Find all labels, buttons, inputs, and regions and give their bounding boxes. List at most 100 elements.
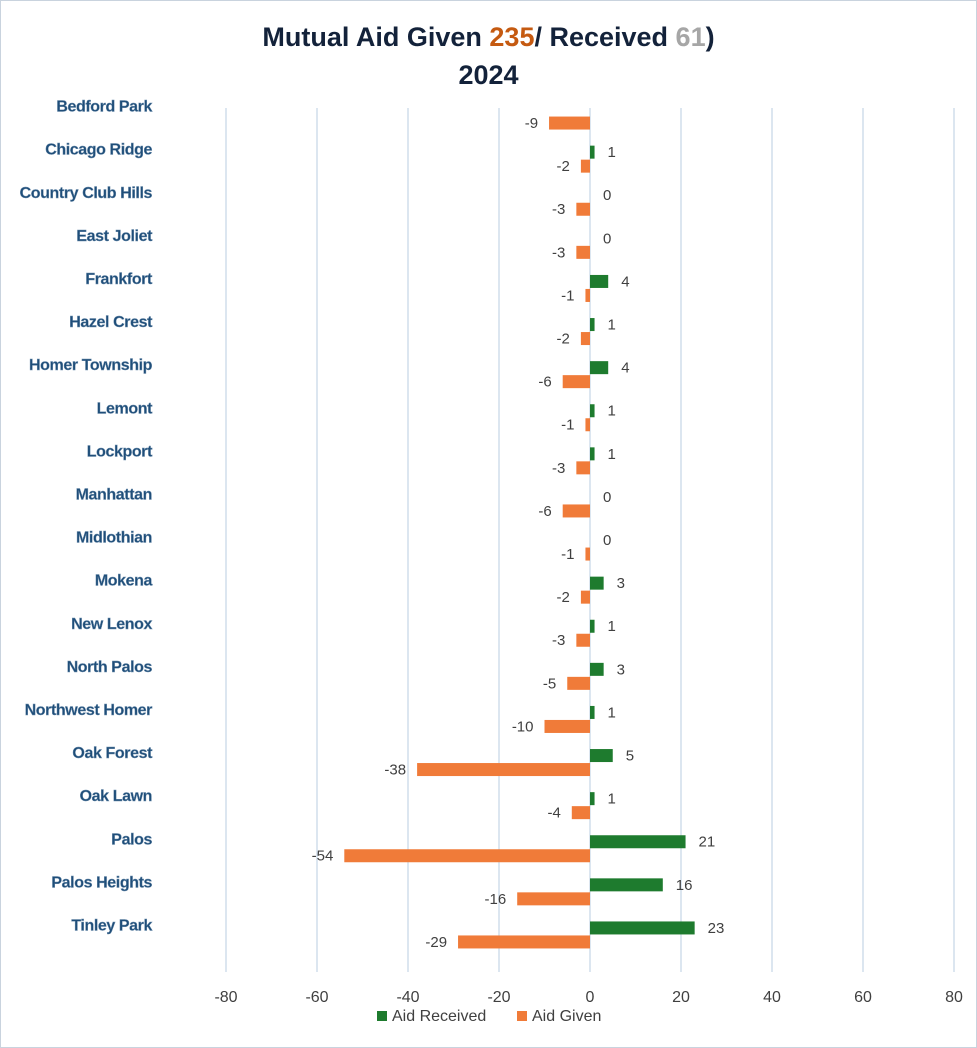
data-label-aid-received: 1 [608,704,616,721]
data-label-aid-given: -2 [557,331,570,348]
title-close-paren: ) [705,22,715,52]
x-axis-ticks: -80 -60 -40 -20 0 20 40 60 80 [214,989,963,1006]
data-label-aid-received: 0 [603,489,611,506]
x-tick-label: -80 [214,989,237,1006]
bar-aid-received [590,749,613,763]
category-label: New Lenox [71,616,152,633]
data-label-aid-given: -3 [552,460,565,477]
data-label-aid-given: -4 [547,805,560,822]
bar-aid-received [590,447,595,461]
bar-aid-received [590,705,595,719]
data-label-aid-received: 1 [608,618,616,635]
category-label: Country Club Hills [20,185,153,202]
data-label-aid-received: 0 [603,230,611,247]
x-tick-label: -20 [487,989,510,1006]
data-label-aid-received: 4 [621,273,629,290]
category-label: Palos Heights [51,874,152,891]
bar-aid-received [590,318,595,332]
bar-aid-given [576,202,590,216]
category-label: Homer Township [29,357,153,374]
bar-aid-received [590,878,663,892]
bar-aid-given [344,849,590,863]
data-label-aid-given: -2 [557,158,570,175]
bar-aid-given [562,375,590,389]
data-label-aid-given: -6 [538,374,551,391]
x-tick-label: 80 [945,989,963,1006]
bar-aid-given [576,461,590,475]
x-tick-label: 40 [763,989,781,1006]
bar-aid-given [576,633,590,647]
bar-aid-received [590,145,595,159]
data-label-aid-given: -6 [538,503,551,520]
data-label-aid-received: 1 [608,317,616,334]
x-tick-label: 60 [854,989,872,1006]
category-label: Northwest Homer [25,702,153,719]
data-label-aid-received: 1 [608,446,616,463]
category-label: Manhattan [76,486,152,503]
data-label-aid-received: 16 [676,877,693,894]
title-text-received: / Received [534,22,676,52]
data-label-aid-received: 3 [617,661,625,678]
x-tick-label: -40 [396,989,419,1006]
data-label-aid-given: -9 [525,115,538,132]
category-label: Lockport [87,443,153,460]
bar-aid-given [585,288,590,302]
data-label-aid-given: -5 [543,675,556,692]
bar-aid-given [580,332,590,346]
data-label-aid-given: -3 [552,632,565,649]
category-label: Frankfort [85,271,153,288]
bar-aid-received [590,576,604,590]
category-label: Hazel Crest [69,314,153,331]
data-label-aid-given: -54 [312,848,334,865]
bar-aid-received [590,921,695,935]
title-line-1: Mutual Aid Given 235/ Received 61) [0,18,977,56]
bar-aid-received [590,835,686,849]
bar-aid-given [571,806,590,820]
category-label: North Palos [67,659,153,676]
bar-aid-given [585,547,590,561]
bar-aid-received [590,274,609,288]
category-label: Oak Lawn [80,788,152,805]
data-label-aid-given: -1 [561,417,574,434]
legend-aid-given-swatch [517,1011,527,1021]
x-tick-label: 20 [672,989,690,1006]
data-label-aid-received: 1 [608,144,616,161]
legend-aid-received-swatch [377,1011,387,1021]
bar-aid-received [590,361,609,375]
data-label-aid-received: 5 [626,748,634,765]
bar-aid-given [562,504,590,518]
category-label: Lemont [97,400,153,417]
data-label-aid-given: -3 [552,201,565,218]
category-label: Midlothian [76,530,152,547]
category-label: Bedford Park [56,99,152,116]
bar-aid-received [590,404,595,418]
data-label-aid-given: -38 [384,762,406,779]
legend-aid-given: Aid Given [517,1008,601,1025]
bar-aid-received [590,662,604,676]
data-label-aid-received: 1 [608,791,616,808]
legend-aid-received-label: Aid Received [392,1008,486,1025]
bar-aid-given [417,763,590,777]
data-label-aid-given: -29 [425,934,447,951]
data-label-aid-received: 0 [603,187,611,204]
data-label-aid-given: -1 [561,546,574,563]
bar-aid-given [585,418,590,432]
title-text-given: Mutual Aid Given [262,22,490,52]
bar-aid-received [590,792,595,806]
category-label: Oak Forest [72,745,153,762]
bars: -9 1 -2 0 -3 0 -3 4 -1 1 -2 4 -6 1 -1 1 -3 0 -6 0 -1 3 -2 1 -3 3 -… [312,115,725,951]
x-tick-label: 0 [586,989,595,1006]
data-label-aid-given: -16 [485,891,507,908]
chart-title: Mutual Aid Given 235/ Received 61) 2024 [0,18,977,94]
legend: Aid Received Aid Given [377,1008,601,1025]
data-label-aid-received: 3 [617,575,625,592]
data-label-aid-given: -1 [561,287,574,304]
data-label-aid-received: 23 [708,920,725,937]
category-label: Tinley Park [71,917,152,934]
title-given-total: 235 [489,22,535,52]
category-label: Palos [111,831,152,848]
legend-aid-received: Aid Received [377,1008,486,1025]
data-label-aid-given: -10 [512,718,534,735]
